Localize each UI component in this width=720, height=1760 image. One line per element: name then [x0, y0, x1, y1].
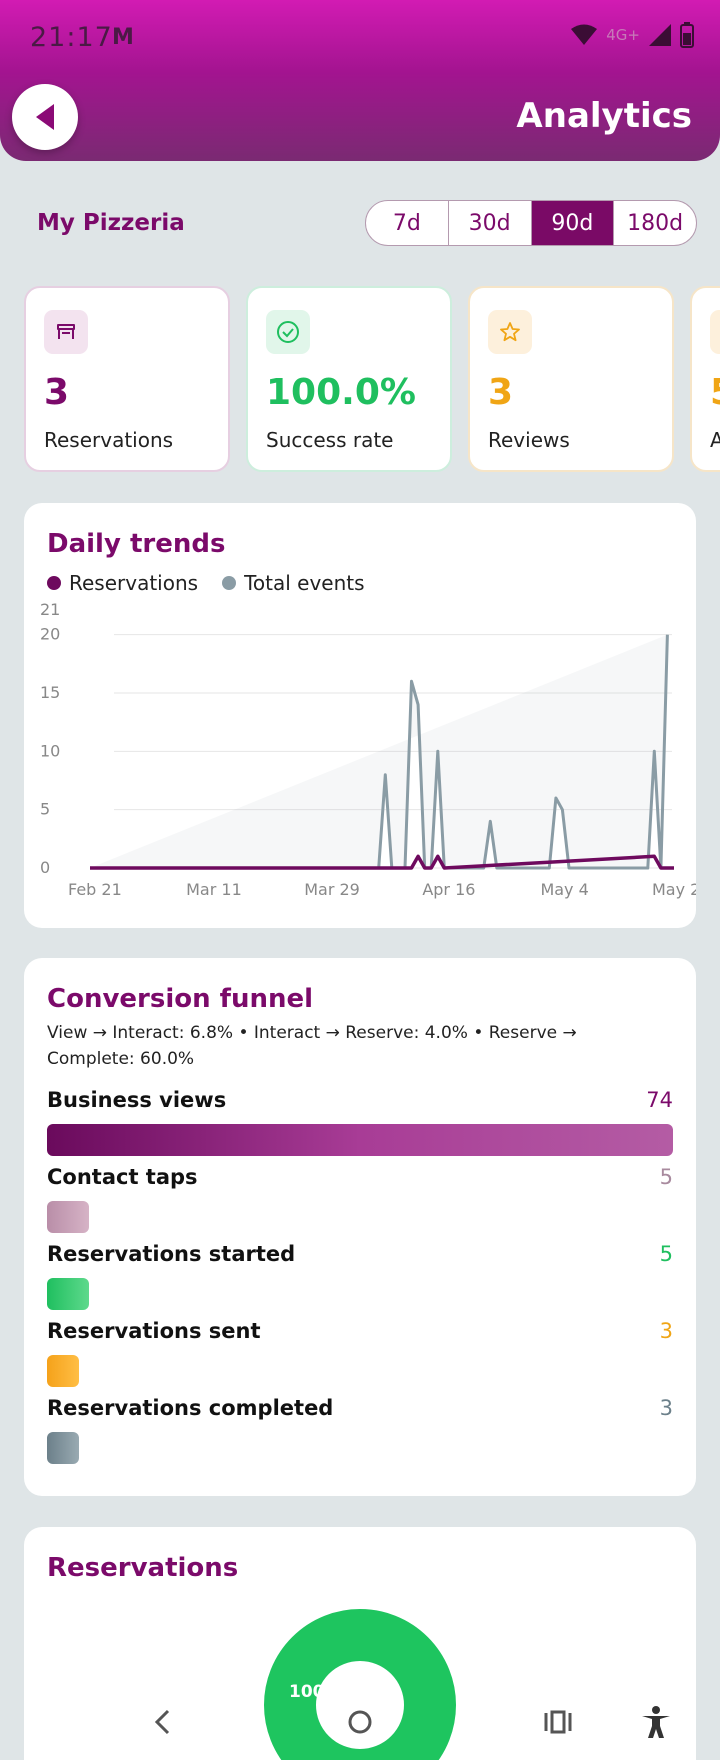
- daily-trends-chart: 0 5 10 15 20 21 Feb 21 Mar 11 Mar 29 Apr 16 May 4 M…: [40, 603, 696, 899]
- funnel-stage: Business views 74: [47, 1088, 673, 1156]
- status-icons: 4G+: [570, 22, 694, 48]
- legend-dot: [222, 576, 237, 590]
- battery-icon: [680, 22, 694, 48]
- generic-icon: [710, 310, 720, 354]
- check-circle-icon: [266, 310, 310, 354]
- funnel-stage-bar: [47, 1432, 79, 1464]
- stat-label: Reservations: [44, 428, 174, 452]
- system-nav-bar: [0, 1684, 720, 1760]
- funnel-stage-bar: [47, 1278, 89, 1310]
- wifi-icon: [571, 24, 598, 45]
- funnel-stage-label: Reservations sent: [47, 1319, 261, 1343]
- stat-card-partial: 5 A: [690, 286, 720, 472]
- stats-row: 3 Reservations 100.0% Success rate 3 Rev…: [24, 286, 720, 472]
- nav-home-button[interactable]: [332, 1694, 388, 1750]
- range-selector: 7d 30d 90d 180d: [365, 200, 697, 246]
- y-tick-label: 21: [40, 603, 60, 619]
- conversion-funnel-card: Conversion funnel View → Interact: 6.8% …: [24, 958, 696, 1496]
- card-title: Daily trends: [47, 529, 226, 559]
- funnel-stage-label: Reservations completed: [47, 1396, 334, 1420]
- accessibility-icon: [642, 1706, 670, 1738]
- stat-card-reviews: 3 Reviews: [468, 286, 674, 472]
- reservations-donut-chart: 100%: [264, 1609, 456, 1760]
- business-name: My Pizzeria: [37, 210, 185, 236]
- x-tick-label: May 21: [652, 880, 696, 899]
- card-title: Conversion funnel: [47, 984, 314, 1014]
- daily-trends-card: Daily trends Reservations Total events 0…: [24, 503, 696, 928]
- funnel-stage-bar: [47, 1355, 79, 1387]
- status-time: 21:17: [30, 22, 113, 53]
- stat-value: 5: [710, 372, 720, 413]
- legend-label: Total events: [244, 571, 365, 595]
- y-tick-label: 5: [40, 800, 50, 819]
- stat-value: 100.0%: [266, 372, 416, 413]
- stat-card-success-rate: 100.0% Success rate: [246, 286, 452, 472]
- x-tick-label: Apr 16: [422, 880, 475, 899]
- funnel-stage-label: Contact taps: [47, 1165, 198, 1189]
- series-line-reservations: [90, 854, 674, 870]
- funnel-stage-count: 5: [659, 1165, 673, 1189]
- home-circle-icon: [348, 1710, 372, 1734]
- funnel-stage-bar: [47, 1124, 673, 1156]
- back-button[interactable]: [12, 84, 78, 150]
- reservations-card: Reservations 100%: [24, 1527, 696, 1760]
- nav-recents-button[interactable]: [530, 1694, 586, 1750]
- stat-value: 3: [44, 372, 70, 413]
- range-90d-button[interactable]: 90d: [531, 201, 615, 245]
- gmail-icon: M: [112, 25, 134, 50]
- legend-item-reservations: Reservations: [47, 571, 198, 595]
- legend-item-total-events: Total events: [222, 571, 365, 595]
- legend-dot: [47, 576, 61, 590]
- funnel-stage-bar: [47, 1201, 89, 1233]
- x-tick-label: Feb 21: [68, 880, 122, 899]
- store-icon: [44, 310, 88, 354]
- range-180d-button[interactable]: 180d: [627, 210, 684, 236]
- stat-label: Success rate: [266, 428, 394, 452]
- accessibility-button[interactable]: [628, 1694, 684, 1750]
- stat-card-reservations: 3 Reservations: [24, 286, 230, 472]
- donut-slice: [264, 1609, 456, 1760]
- y-tick-label: 15: [40, 683, 60, 702]
- funnel-stage-count: 3: [659, 1396, 673, 1420]
- funnel-stage: Reservations completed 3: [47, 1396, 673, 1464]
- stat-value: 3: [488, 372, 514, 413]
- app-header: 21:17 M 4G+ Analytics: [0, 0, 720, 161]
- x-tick-label: Mar 11: [186, 880, 242, 899]
- chart-legend: Reservations Total events: [47, 571, 365, 595]
- network-type: 4G+: [606, 26, 640, 44]
- stat-label: A: [710, 428, 720, 452]
- funnel-summary: View → Interact: 6.8% • Interact → Reser…: [47, 1023, 577, 1069]
- funnel-stage: Reservations sent 3: [47, 1319, 673, 1387]
- recents-icon: [544, 1710, 572, 1734]
- signal-icon: [649, 24, 671, 46]
- y-tick-label: 20: [40, 625, 60, 644]
- funnel-stage-label: Business views: [47, 1088, 227, 1112]
- x-tick-label: May 4: [540, 880, 588, 899]
- funnel-stage-count: 3: [659, 1319, 673, 1343]
- funnel-stage: Contact taps 5: [47, 1165, 673, 1233]
- funnel-stage-count: 5: [659, 1242, 673, 1266]
- funnel-stage: Reservations started 5: [47, 1242, 673, 1310]
- donut-label: 100%: [289, 1682, 342, 1702]
- nav-back-button[interactable]: [134, 1694, 190, 1750]
- star-icon: [488, 310, 532, 354]
- card-title: Reservations: [47, 1553, 239, 1583]
- stat-label: Reviews: [488, 428, 570, 452]
- back-arrow-icon: [36, 104, 54, 130]
- x-tick-label: Mar 29: [304, 880, 360, 899]
- page-title: Analytics: [516, 96, 692, 136]
- funnel-stage-count: 74: [646, 1088, 673, 1112]
- range-7d-button[interactable]: 7d: [366, 201, 449, 245]
- y-tick-label: 0: [40, 858, 50, 877]
- y-tick-label: 10: [40, 741, 60, 760]
- funnel-stage-label: Reservations started: [47, 1242, 296, 1266]
- legend-label: Reservations: [69, 571, 199, 595]
- chevron-left-icon: [154, 1709, 170, 1735]
- range-30d-button[interactable]: 30d: [449, 201, 532, 245]
